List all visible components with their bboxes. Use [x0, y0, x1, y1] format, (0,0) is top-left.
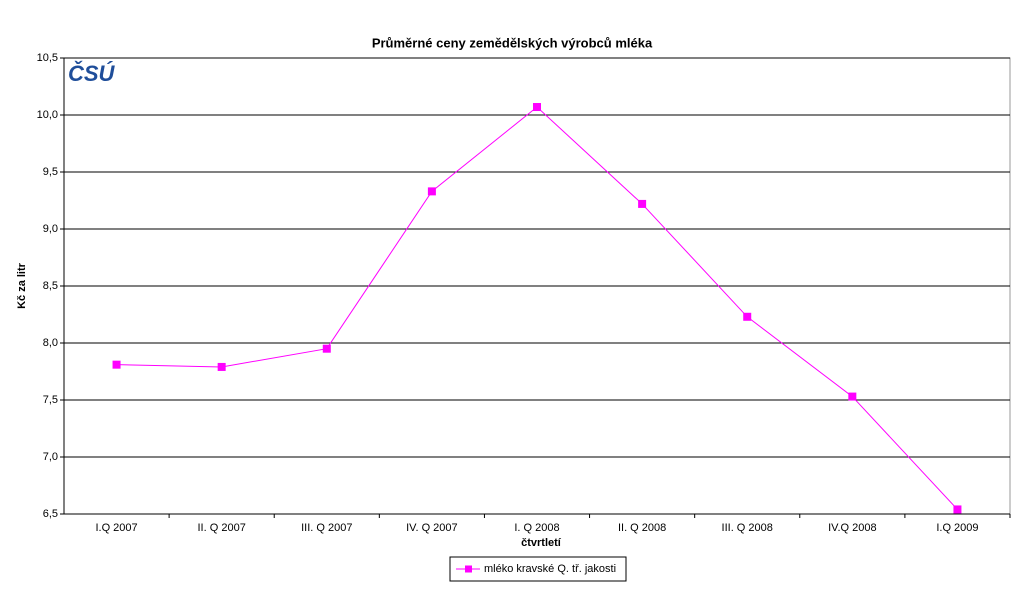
x-tick-label: I. Q 2008 [514, 522, 559, 534]
chart-title: Průměrné ceny zemědělských výrobců mléka [372, 35, 653, 50]
marker [743, 312, 752, 321]
x-tick-label: IV.Q 2008 [828, 522, 877, 534]
x-axis-label: čtvrtletí [521, 537, 562, 549]
legend-label: mléko kravské Q. tř. jakosti [484, 563, 616, 575]
y-tick-label: 7,0 [43, 451, 58, 463]
x-tick-label: III. Q 2007 [301, 522, 352, 534]
y-tick-label: 6,5 [43, 508, 58, 520]
y-tick-label: 9,5 [43, 166, 58, 178]
x-tick-label: I.Q 2009 [936, 522, 978, 534]
marker [217, 362, 226, 371]
marker [848, 392, 857, 401]
x-tick-label: III. Q 2008 [722, 522, 773, 534]
marker [322, 344, 331, 353]
y-tick-label: 8,5 [43, 280, 58, 292]
x-tick-label: II. Q 2007 [198, 522, 246, 534]
marker [638, 199, 647, 208]
marker [953, 505, 962, 514]
marker [533, 103, 541, 112]
x-tick-label: IV. Q 2007 [406, 522, 458, 534]
x-tick-label: I.Q 2007 [95, 522, 137, 534]
x-tick-label: II. Q 2008 [618, 522, 666, 534]
y-tick-label: 9,0 [43, 223, 58, 235]
y-tick-label: 7,5 [43, 394, 58, 406]
marker [112, 360, 121, 369]
y-tick-label: 8,0 [43, 337, 58, 349]
y-axis-label: Kč za litr [16, 262, 28, 309]
legend-marker [465, 565, 472, 573]
y-tick-label: 10,5 [37, 52, 58, 64]
logo: ČSÚ [68, 61, 116, 86]
y-tick-label: 10,0 [37, 109, 58, 121]
marker [427, 187, 436, 196]
